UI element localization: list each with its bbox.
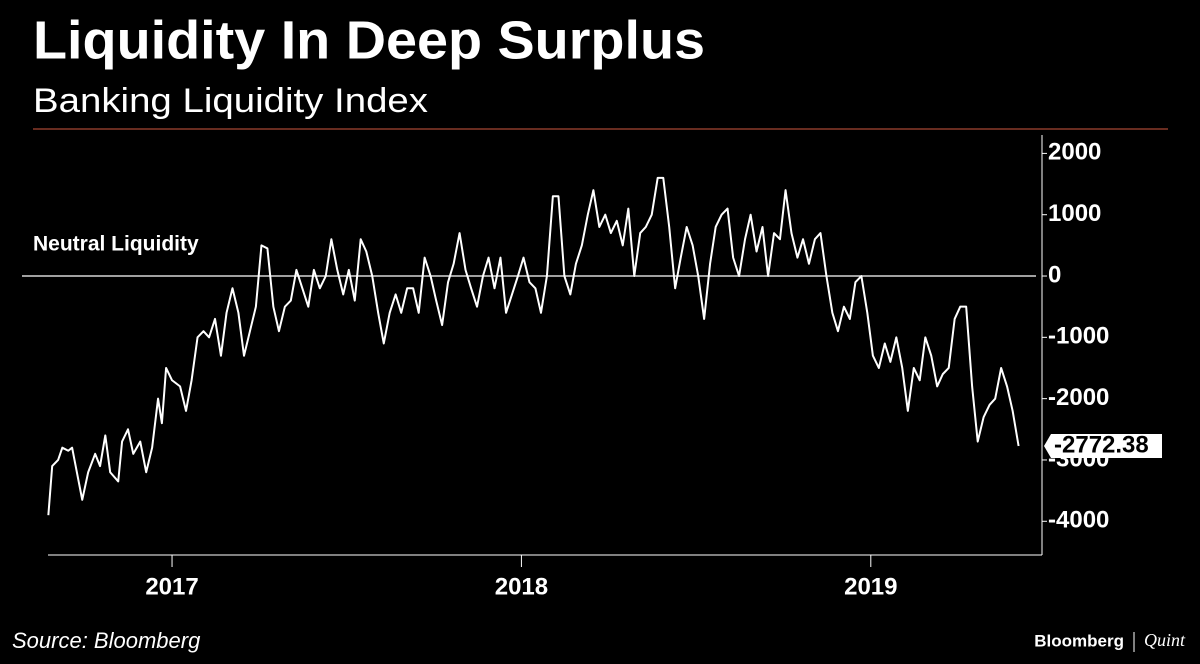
y-tick-label: 0 bbox=[1048, 261, 1061, 288]
y-tick-label: 1000 bbox=[1048, 200, 1101, 227]
data-line bbox=[47, 176, 1020, 516]
x-tick-label: 2018 bbox=[495, 573, 548, 600]
annotation: Neutral Liquidity bbox=[33, 233, 199, 256]
source: Source: Bloomberg bbox=[12, 628, 201, 653]
x-tick-label: 2017 bbox=[145, 573, 198, 600]
brand: Bloomberg bbox=[1034, 631, 1124, 650]
last-value-box bbox=[1044, 434, 1162, 459]
y-tick-label: -4000 bbox=[1048, 507, 1109, 534]
y-tick-label: -1000 bbox=[1048, 323, 1109, 350]
y-tick-label: 2000 bbox=[1048, 139, 1101, 166]
chart-subtitle: Banking Liquidity Index bbox=[33, 82, 428, 120]
last-value-label: -2772.38 bbox=[1054, 431, 1149, 458]
brand: Quint bbox=[1144, 630, 1186, 650]
chart-title: Liquidity In Deep Surplus bbox=[33, 10, 705, 70]
y-tick-label: -2000 bbox=[1048, 384, 1109, 411]
x-tick-label: 2019 bbox=[844, 573, 897, 600]
